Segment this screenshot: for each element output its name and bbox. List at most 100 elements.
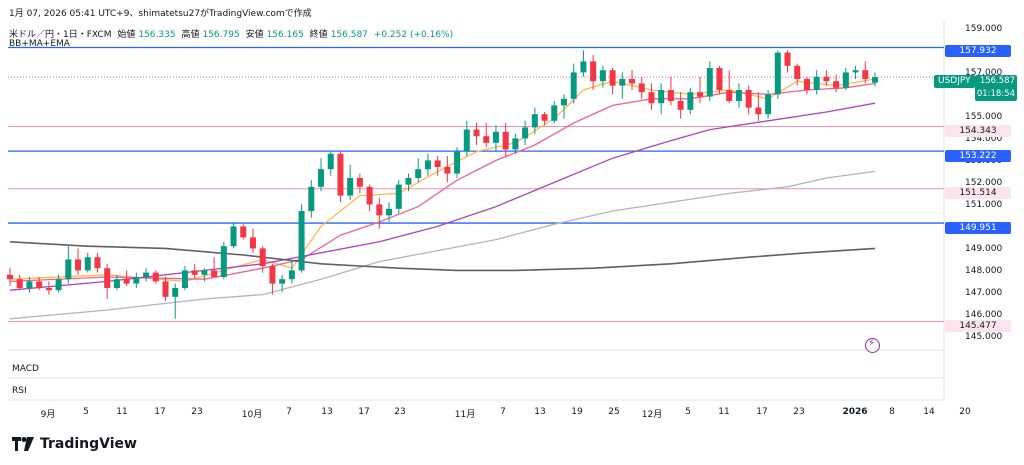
close-label: 終値 (309, 30, 328, 40)
candle-body (172, 288, 179, 297)
symbol-title[interactable]: 米ドル／円・1日・FXCM (9, 30, 112, 40)
time-tick: 25 (608, 407, 620, 417)
time-tick: 7 (500, 407, 506, 417)
candle-body (862, 70, 869, 79)
rsi-pane-label[interactable]: RSI (12, 386, 27, 396)
change-value: +0.252 (+0.16%) (373, 30, 454, 40)
candle-body (36, 281, 43, 288)
level-tag[interactable]: 151.514 (945, 187, 1011, 199)
candle-body (211, 270, 218, 277)
level-tag[interactable]: 157.932 (945, 45, 1011, 57)
price-tick: 151.000 (965, 200, 1003, 210)
candle-body (774, 52, 781, 95)
candle-body (745, 90, 752, 108)
candle-body (823, 76, 830, 82)
tradingview-logo-icon (12, 437, 34, 451)
indicator-line-bb_gray (9, 170, 876, 320)
candle-body (181, 270, 188, 288)
indicator-line-ema_fast (9, 78, 876, 283)
candle-body (191, 270, 198, 275)
candle-body (648, 92, 655, 104)
indicator-line-ema_mid (9, 82, 876, 283)
candle-body (619, 79, 626, 86)
time-tick: 23 (191, 407, 203, 417)
candle-body (259, 248, 266, 266)
level-tag[interactable]: 154.343 (945, 125, 1011, 137)
open-value: 156.335 (138, 30, 176, 40)
candle-body (288, 270, 295, 280)
candle-body (269, 266, 276, 284)
time-tick: 20 (959, 407, 971, 417)
price-tick: 146.000 (965, 310, 1003, 320)
time-tick: 11月 (454, 410, 476, 420)
flash-icon[interactable] (865, 338, 880, 353)
candle-body (308, 186, 315, 211)
candle-body (726, 90, 733, 101)
level-tag[interactable]: 149.951 (945, 222, 1011, 234)
candle-body (152, 272, 159, 282)
current-price: 156.587 (979, 76, 1015, 86)
tradingview-logo[interactable]: TradingView (12, 436, 137, 452)
candle-body (7, 274, 13, 280)
candle-body (658, 90, 665, 104)
candle-body (415, 169, 422, 178)
time-tick: 8 (889, 407, 895, 417)
candle-body (123, 279, 130, 284)
candle-body (677, 101, 684, 110)
candle-body (444, 167, 451, 174)
candle-body (483, 136, 490, 143)
candle-body (541, 114, 548, 121)
candle-body (852, 70, 859, 73)
candle-body (347, 178, 354, 196)
time-tick: 12月 (641, 410, 663, 420)
candle-body (337, 153, 344, 196)
candle-body (75, 259, 82, 271)
candle-body (366, 186, 373, 205)
candle-body (735, 90, 742, 101)
time-tick: 17 (154, 407, 166, 417)
price-tick: 145.000 (965, 332, 1003, 342)
candle-body (784, 52, 791, 66)
price-tick: 154.000 (965, 134, 1003, 144)
indicator-legend[interactable]: BB+MA+EMA (9, 39, 70, 49)
level-tag[interactable]: 153.222 (945, 150, 1011, 162)
candle-body (55, 279, 62, 291)
candle-body (551, 105, 558, 121)
candle-body (424, 160, 431, 170)
candle-body (609, 70, 616, 86)
time-tick: 23 (793, 407, 805, 417)
indicator-line-ma_purple (9, 102, 876, 291)
candle-body (599, 70, 606, 82)
candle-body (716, 68, 723, 90)
time-tick: 10月 (241, 410, 263, 420)
price-tick: 155.000 (965, 112, 1003, 122)
candle-body (638, 83, 645, 93)
candle-body (162, 281, 169, 297)
candle-body (240, 226, 247, 238)
candle-body (492, 131, 499, 143)
price-tick: 148.000 (965, 266, 1003, 276)
time-tick: 14 (923, 407, 935, 417)
candle-body (463, 129, 470, 152)
time-tick: 2026 (842, 407, 868, 417)
candle-body (104, 268, 111, 288)
time-tick: 5 (83, 407, 89, 417)
time-tick: 11 (116, 407, 128, 417)
candle-body (813, 76, 820, 90)
level-tag[interactable]: 145.477 (945, 320, 1011, 332)
candle-body (755, 107, 762, 115)
time-tick: 23 (394, 407, 406, 417)
candle-body (84, 257, 91, 271)
candle-body (872, 77, 878, 83)
candle-body (434, 160, 441, 167)
candle-body (667, 90, 674, 101)
ohlc-legend[interactable]: 米ドル／円・1日・FXCM 始値 156.335 高値 156.795 安値 156.… (9, 27, 456, 40)
candle-body (94, 257, 101, 269)
symbol-price-tag: USDJPY (934, 75, 975, 88)
candle-body (522, 127, 529, 139)
candle-body (473, 129, 480, 137)
macd-pane-label[interactable]: MACD (12, 364, 39, 374)
snapshot-caption: 1月 07, 2026 05:41 UTC+9、shimatetsu27がTra… (9, 9, 312, 19)
candle-body (580, 61, 587, 73)
